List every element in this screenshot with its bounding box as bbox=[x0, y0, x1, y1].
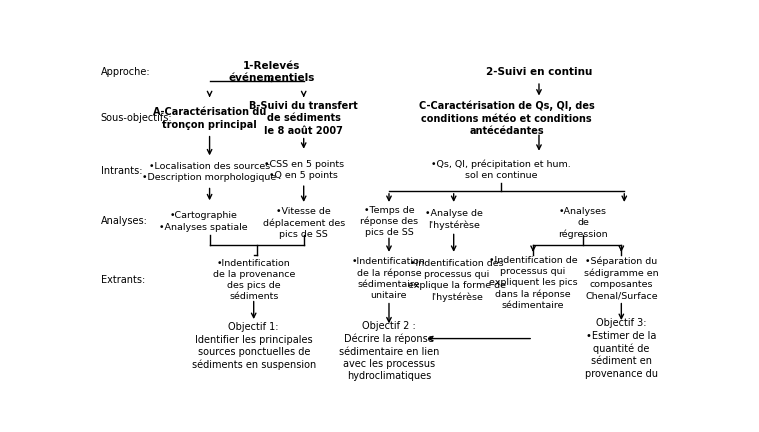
Text: •Vitesse de
déplacement des
pics de SS: •Vitesse de déplacement des pics de SS bbox=[263, 207, 345, 239]
Text: Objectif 2 :
Décrire la réponse
sédimentaire en lien
avec les processus
hydrocli: Objectif 2 : Décrire la réponse sédiment… bbox=[339, 321, 439, 381]
Text: Objectif 3:
•Estimer de la
quantité de
sédiment en
provenance du: Objectif 3: •Estimer de la quantité de s… bbox=[585, 318, 658, 379]
Text: Sous-objectifs:: Sous-objectifs: bbox=[101, 113, 172, 124]
Text: •Indentification
de la réponse
sédimentaire
unitaire: •Indentification de la réponse sédimenta… bbox=[352, 257, 426, 300]
Text: •Analyses
de
régression: •Analyses de régression bbox=[559, 207, 608, 239]
Text: Approche:: Approche: bbox=[101, 67, 150, 77]
Text: •Localisation des sources
•Description morphologique: •Localisation des sources •Description m… bbox=[143, 162, 277, 182]
Text: Extrants:: Extrants: bbox=[101, 275, 145, 285]
Text: B-Suivi du transfert
de sédiments
le 8 août 2007: B-Suivi du transfert de sédiments le 8 a… bbox=[249, 101, 358, 136]
Text: •Indentification de
processus qui
expliquent les pics
dans la réponse
sédimentai: •Indentification de processus qui expliq… bbox=[489, 256, 578, 310]
Text: Objectif 1:
Identifier les principales
sources ponctuelles de
sédiments en suspe: Objectif 1: Identifier les principales s… bbox=[191, 322, 316, 370]
Text: •Temps de
réponse des
pics de SS: •Temps de réponse des pics de SS bbox=[360, 206, 418, 238]
Text: Analyses:: Analyses: bbox=[101, 216, 148, 226]
Text: •Indentification
de la provenance
des pics de
sédiments: •Indentification de la provenance des pi… bbox=[213, 258, 295, 301]
Text: •Cartographie
•Analyses spatiale: •Cartographie •Analyses spatiale bbox=[159, 211, 248, 232]
Text: Intrants:: Intrants: bbox=[101, 166, 142, 176]
Text: C-Caractérisation de Qs, QI, des
conditions météo et conditions
antécédantes: C-Caractérisation de Qs, QI, des conditi… bbox=[419, 101, 594, 136]
Text: •CSS en 5 points
•Q en 5 points: •CSS en 5 points •Q en 5 points bbox=[263, 160, 344, 180]
Text: 1-Relevés
événementiels: 1-Relevés événementiels bbox=[228, 60, 314, 83]
Text: •Qs, QI, précipitation et hum.
sol en continue: •Qs, QI, précipitation et hum. sol en co… bbox=[431, 160, 571, 180]
Text: •Séparation du
sédigramme en
composantes
Chenal/Surface: •Séparation du sédigramme en composantes… bbox=[584, 257, 659, 300]
Text: 2-Suivi en continu: 2-Suivi en continu bbox=[486, 67, 592, 77]
Text: A-Caractérisation du
tronçon principal: A-Caractérisation du tronçon principal bbox=[153, 107, 266, 130]
Text: •Analyse de
l'hystérèse: •Analyse de l'hystérèse bbox=[425, 209, 483, 229]
Text: •Indentification des
processus qui
explique la forme de
l'hystérèse: •Indentification des processus qui expli… bbox=[408, 259, 505, 302]
